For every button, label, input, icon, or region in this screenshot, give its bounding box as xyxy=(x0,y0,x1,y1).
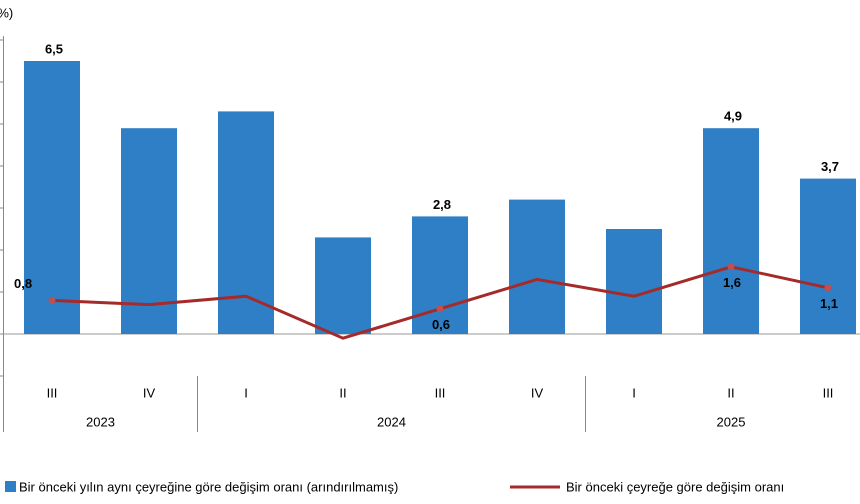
line-marker xyxy=(48,296,56,304)
line-label: 0,6 xyxy=(432,317,450,332)
line-marker xyxy=(824,284,832,292)
bar xyxy=(218,111,274,335)
bar xyxy=(606,229,662,334)
bar xyxy=(315,237,371,334)
x-tick-label: I xyxy=(244,385,248,400)
legend-label: Bir önceki yılın aynı çeyreğine göre değ… xyxy=(19,479,398,494)
legend-label: Bir önceki çeyreğe göre değişim oranı xyxy=(566,479,784,494)
bar-label: 4,9 xyxy=(724,109,742,124)
bar xyxy=(703,128,759,334)
bar-label: 3,7 xyxy=(821,159,839,174)
line-marker xyxy=(727,263,735,271)
x-tick-label: II xyxy=(727,385,734,400)
line-label: 1,6 xyxy=(723,275,741,290)
x-tick-label: III xyxy=(47,385,58,400)
x-tick-label: II xyxy=(339,385,346,400)
x-tick-label: IV xyxy=(531,385,544,400)
line-marker xyxy=(436,305,444,313)
bar-label: 2,8 xyxy=(433,197,451,212)
x-tick-label: III xyxy=(435,385,446,400)
group-label: 2025 xyxy=(717,414,746,429)
bar-label: 6,5 xyxy=(45,41,63,56)
bar xyxy=(800,178,856,334)
x-tick-label: I xyxy=(632,385,636,400)
x-tick-label: IV xyxy=(143,385,156,400)
line-label: 1,1 xyxy=(820,296,838,311)
group-label: 2024 xyxy=(377,414,406,429)
bar xyxy=(509,199,565,334)
x-tick-label: III xyxy=(823,385,834,400)
bar xyxy=(121,128,177,334)
line-label: 0,8 xyxy=(14,276,32,291)
legend-swatch xyxy=(5,481,16,492)
y-unit: (%) xyxy=(0,5,13,20)
bar xyxy=(24,61,80,334)
group-label: 2023 xyxy=(86,414,115,429)
